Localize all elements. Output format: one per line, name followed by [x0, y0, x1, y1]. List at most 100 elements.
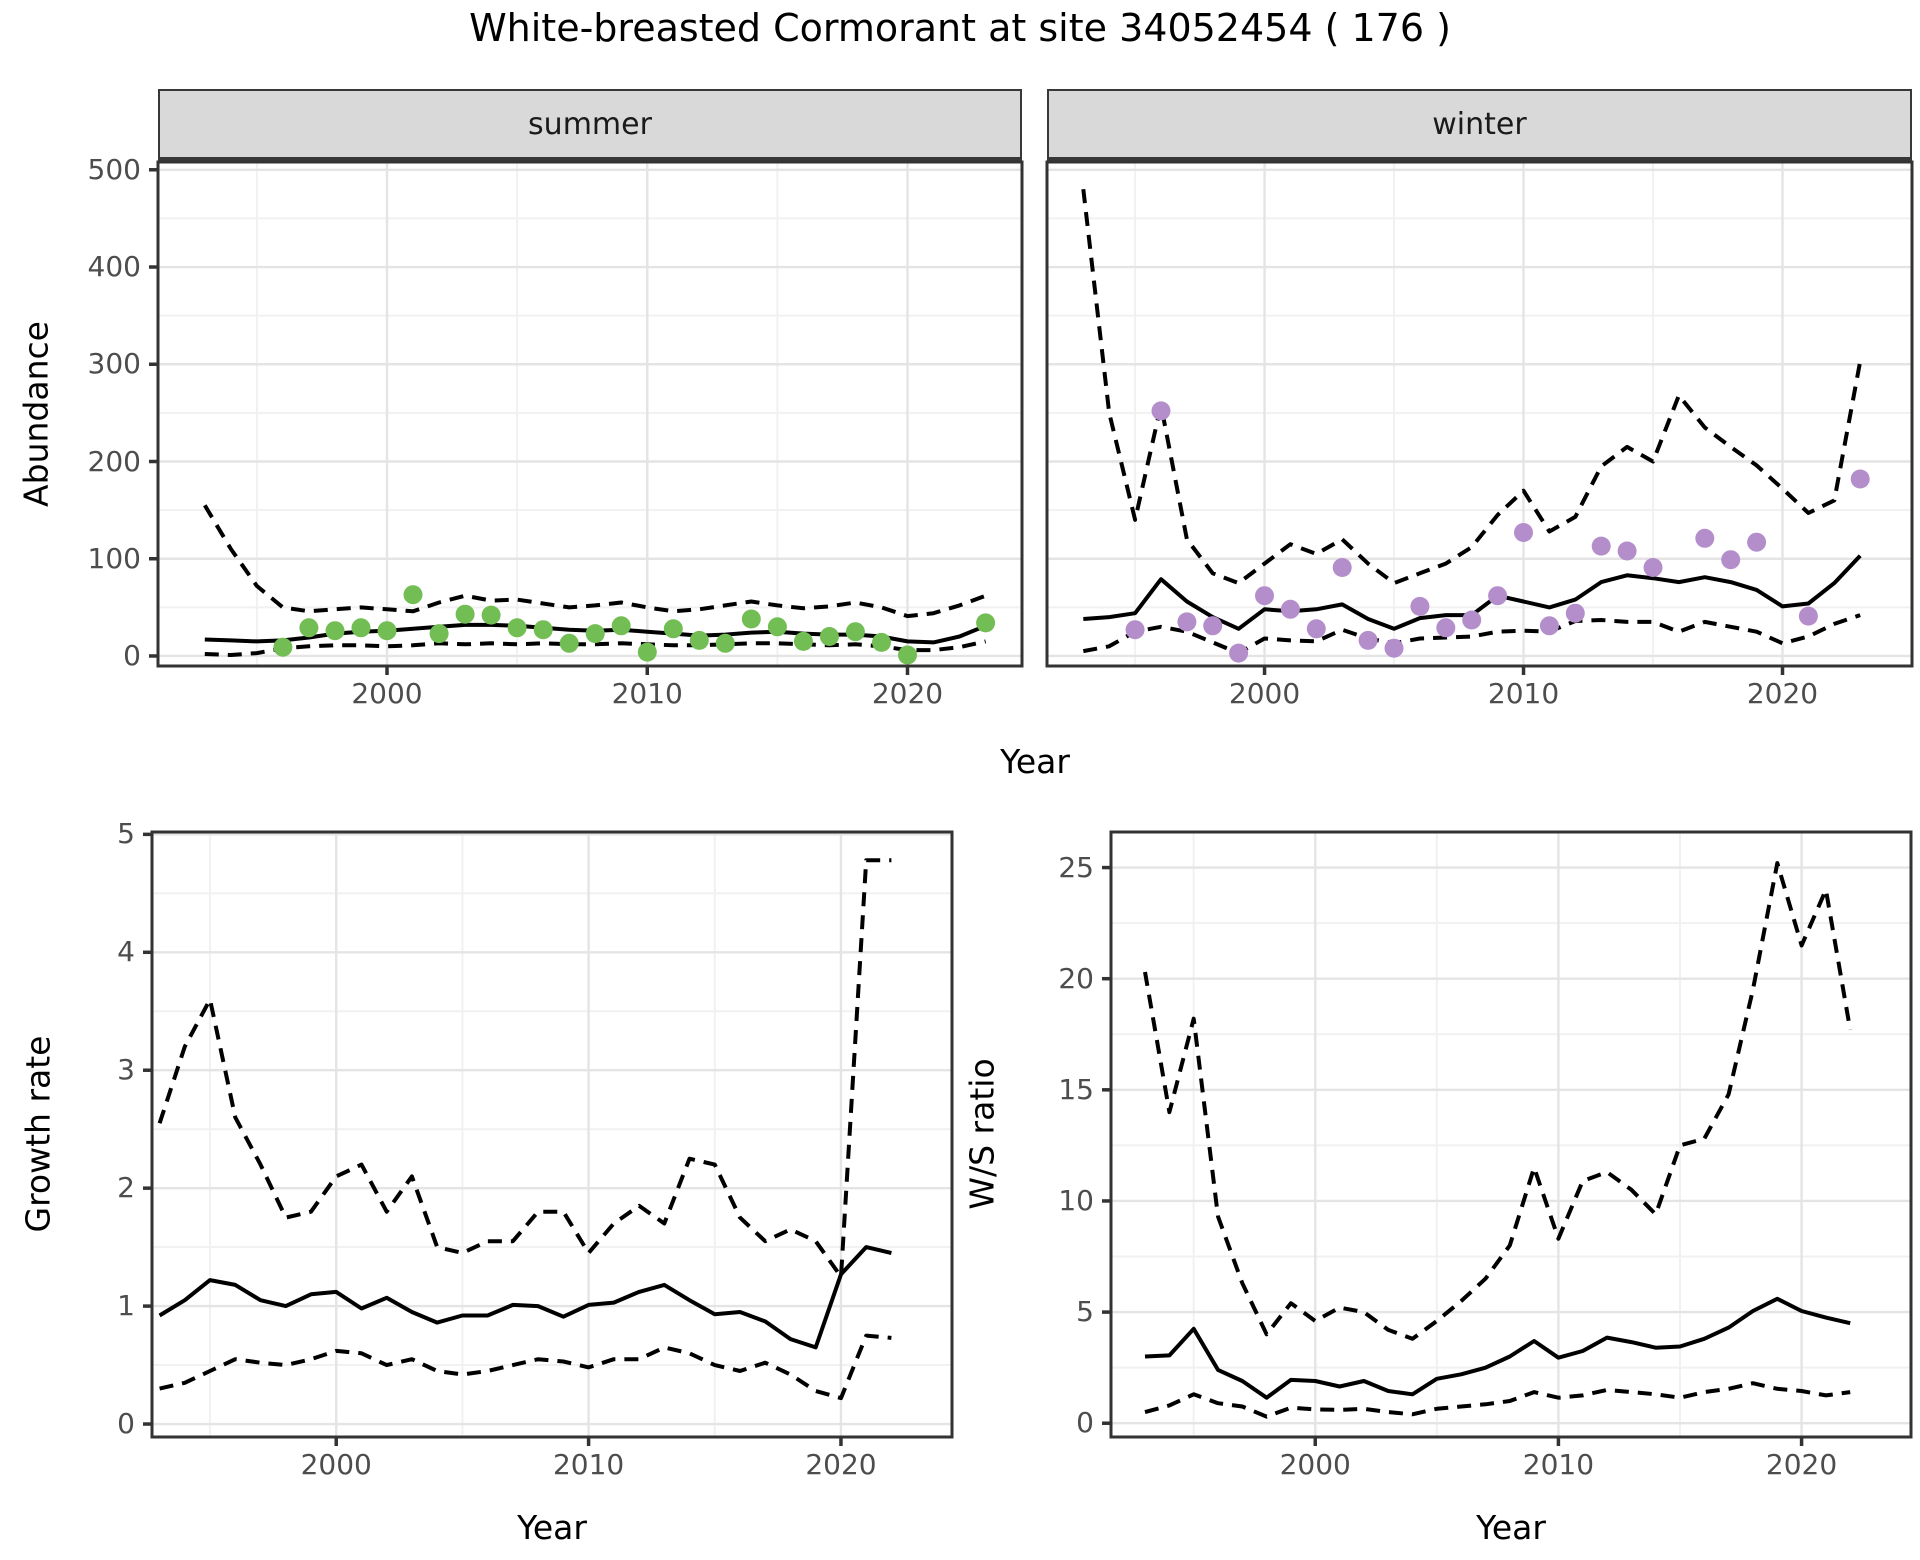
abundance-winter-observed-point: [1410, 596, 1430, 616]
y-axis-label-abundance: Abundance: [16, 321, 56, 507]
ws-ratio-median-fit-line: [1144, 1296, 1851, 1400]
abundance-summer-observed-point: [611, 616, 631, 636]
abundance-summer-lower-ci-line: [204, 639, 987, 657]
growth-rate-x-tick-label: 2000: [300, 1448, 372, 1481]
facet-strip-summer: summer: [158, 89, 1022, 162]
growth-rate-y-tick-label: 3: [117, 1053, 135, 1087]
abundance-summer-observed-point: [663, 619, 683, 639]
abundance-summer-observed-point: [715, 633, 735, 653]
facet-strip-summer-label: summer: [528, 106, 652, 142]
abundance-summer-observed-point: [559, 633, 579, 653]
ws-ratio-y-tick-label: 15: [1058, 1072, 1094, 1106]
y-axis-label-ws-ratio: W/S ratio: [962, 1058, 1002, 1210]
panel-abundance-summer: 2000 2010 2020 0 100 200 300 400 500: [88, 155, 1024, 708]
abundance-winter-x-tick-label: 2020: [1746, 677, 1819, 710]
abundance-summer-x-tick-label: 2000: [351, 677, 423, 710]
abundance-winter-observed-point: [1721, 550, 1741, 570]
abundance-summer-observed-point: [898, 645, 917, 665]
abundance-winter-observed-point: [1306, 619, 1326, 639]
abundance-summer-observed-point: [845, 622, 865, 642]
x-axis-label-growth-rate: Year: [517, 1508, 587, 1547]
growth-rate-x-tick-label: 2010: [552, 1448, 625, 1481]
abundance-summer-observed-point: [455, 604, 475, 624]
abundance-winter-observed-point: [1591, 536, 1611, 556]
abundance-summer-observed-point: [325, 621, 345, 641]
abundance-winter-lower-ci-line: [1082, 613, 1861, 656]
abundance-summer-observed-point: [741, 609, 761, 629]
abundance-winter-observed-point: [1539, 616, 1559, 636]
growth-rate-canvas: [143, 830, 954, 1446]
x-axis-label-top: Year: [1000, 742, 1070, 781]
abundance-winter-observed-point: [1436, 618, 1456, 638]
abundance-winter-observed-point: [1695, 528, 1715, 548]
growth-rate-y-tick-label: 4: [117, 935, 135, 969]
abundance-summer-observed-point: [976, 613, 996, 633]
panel-growth-rate: 2000 2010 2020 0 1 2 3 4 5: [117, 820, 954, 1479]
abundance-winter-observed-point: [1280, 599, 1300, 619]
growth-rate-y-tick-label: 5: [117, 817, 135, 851]
facet-strip-winter-label: winter: [1432, 106, 1527, 142]
abundance-winter-observed-point: [1643, 558, 1663, 577]
ws-ratio-x-tick-label: 2020: [1765, 1448, 1838, 1481]
abundance-winter-observed-point: [1125, 620, 1145, 640]
abundance-winter-observed-point: [1358, 630, 1378, 650]
abundance-summer-observed-point: [767, 617, 787, 637]
abundance-summer-observed-point: [872, 632, 891, 652]
abundance-summer-y-tick-label: 100: [87, 541, 141, 575]
abundance-winter-canvas: [1045, 160, 1914, 675]
ws-ratio-lower-ci-line: [1144, 1381, 1851, 1419]
abundance-summer-observed-point: [273, 637, 293, 657]
abundance-winter-observed-point: [1462, 610, 1482, 630]
x-axis-label-ws-ratio: Year: [1476, 1508, 1546, 1547]
abundance-summer-x-tick-label: 2010: [611, 677, 683, 710]
abundance-summer-y-tick-label: 400: [87, 250, 141, 284]
abundance-summer-observed-point: [533, 620, 553, 640]
abundance-summer-observed-point: [429, 624, 449, 644]
abundance-winter-observed-point: [1565, 603, 1585, 623]
abundance-winter-observed-point: [1255, 586, 1274, 606]
ws-ratio-upper-ci-line: [1143, 861, 1853, 1341]
abundance-summer-y-tick-label: 200: [87, 444, 141, 478]
abundance-winter-observed-point: [1203, 616, 1223, 636]
abundance-winter-observed-point: [1514, 523, 1533, 542]
ws-ratio-y-tick-label: 10: [1058, 1183, 1094, 1217]
abundance-summer-observed-point: [403, 585, 423, 605]
growth-rate-x-tick-label: 2020: [805, 1448, 877, 1481]
abundance-winter-upper-ci-line: [1081, 188, 1863, 586]
growth-rate-y-tick-label: 0: [117, 1407, 135, 1441]
abundance-summer-x-tick-label: 2020: [871, 677, 944, 710]
abundance-winter-x-tick-label: 2010: [1487, 677, 1560, 710]
abundance-summer-observed-point: [793, 631, 813, 651]
panel-ws-ratio: 2000 2010 2020 0 5 10 15 20 25: [1058, 830, 1913, 1479]
growth-rate-upper-ci-line: [157, 858, 892, 1279]
abundance-winter-observed-point: [1177, 612, 1197, 632]
abundance-summer-observed-point: [299, 618, 319, 638]
abundance-winter-observed-point: [1747, 532, 1767, 552]
abundance-winter-observed-point: [1229, 643, 1249, 663]
abundance-winter-observed-point: [1850, 469, 1870, 489]
ws-ratio-x-tick-label: 2010: [1522, 1448, 1595, 1481]
abundance-summer-upper-ci-line: [203, 504, 987, 619]
abundance-summer-observed-point: [689, 630, 709, 650]
growth-rate-median-fit-line: [158, 1245, 892, 1350]
abundance-summer-observed-point: [507, 618, 527, 638]
ws-ratio-canvas: [1102, 830, 1913, 1446]
abundance-winter-x-tick-label: 2000: [1228, 677, 1301, 710]
abundance-summer-observed-point: [637, 642, 657, 662]
panel-abundance-winter: 2000 2010 2020: [1045, 160, 1914, 708]
abundance-summer-observed-point: [377, 621, 397, 641]
ws-ratio-y-tick-label: 25: [1058, 850, 1094, 884]
y-axis-label-growth-rate: Growth rate: [18, 1035, 58, 1233]
abundance-summer-y-tick-label: 500: [87, 152, 141, 186]
ws-ratio-x-tick-label: 2000: [1279, 1448, 1351, 1481]
abundance-summer-observed-point: [585, 624, 605, 644]
abundance-summer-observed-point: [351, 618, 371, 638]
plot-title: White-breasted Cormorant at site 3405245…: [469, 6, 1451, 50]
ws-ratio-y-tick-label: 5: [1076, 1295, 1094, 1329]
growth-rate-y-tick-label: 2: [117, 1171, 135, 1205]
abundance-winter-observed-point: [1151, 401, 1171, 421]
ws-ratio-y-tick-label: 0: [1076, 1406, 1094, 1440]
abundance-winter-observed-point: [1332, 558, 1352, 577]
abundance-winter-observed-point: [1617, 541, 1637, 561]
